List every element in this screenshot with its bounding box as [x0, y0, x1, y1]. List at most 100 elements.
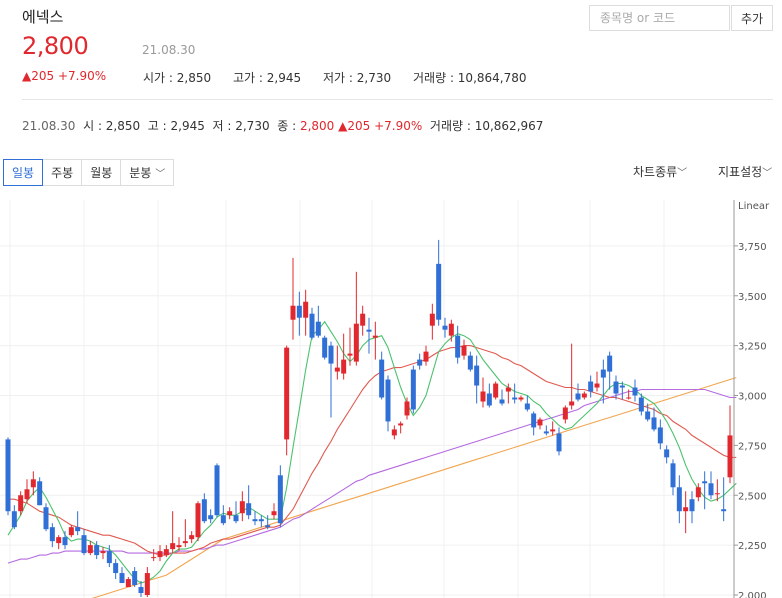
indicator-settings-label: 지표설정 [718, 165, 763, 179]
candle [417, 353, 423, 370]
candle-body [626, 397, 632, 399]
axis-tick-label: 3,000 [738, 392, 767, 403]
high-value: 2,945 [266, 71, 302, 85]
candle [201, 493, 207, 524]
candle [569, 343, 575, 410]
candle-body [125, 579, 131, 588]
indicator-settings-menu[interactable]: 지표설정﹀ [718, 163, 772, 180]
candle-body [157, 551, 163, 558]
candle [657, 419, 663, 450]
candle [303, 289, 309, 336]
candle-body [94, 545, 100, 556]
ma20-line [8, 345, 737, 556]
candle-body [138, 587, 144, 594]
candle-body [322, 337, 328, 358]
candle [683, 491, 689, 534]
candle [575, 383, 581, 402]
candle [537, 417, 543, 430]
candle-body [550, 429, 556, 432]
candle [385, 375, 391, 432]
add-stock-button[interactable]: 추가 [731, 5, 773, 31]
candle [607, 351, 613, 390]
candle [106, 545, 112, 568]
candle [176, 537, 182, 552]
candle-body [239, 501, 245, 514]
candle-body [664, 449, 670, 458]
candle-body [11, 511, 17, 528]
candle-body [619, 385, 625, 388]
candle-body [258, 519, 264, 522]
candle-body [632, 387, 638, 396]
axis-tick-label: 3,250 [738, 342, 767, 353]
candle-body [480, 391, 486, 402]
tab-daily[interactable]: 일봉 [3, 159, 44, 186]
candle [37, 477, 43, 506]
candle [550, 421, 556, 436]
candle-body [290, 305, 296, 320]
candle-body [455, 335, 461, 358]
candle [638, 393, 644, 416]
candle [284, 345, 290, 456]
candle [670, 459, 676, 496]
candle-body [328, 345, 334, 364]
candle-body [467, 355, 473, 370]
candle [398, 421, 404, 434]
candle [353, 271, 359, 366]
axis-tick-label: 3,750 [738, 242, 767, 253]
candle-body [176, 545, 182, 548]
candle-body [315, 321, 321, 336]
candle-body [284, 347, 290, 440]
volume-info: 거래량 : 10,864,780 [413, 71, 527, 85]
candle [132, 567, 138, 588]
candle-body [189, 535, 195, 540]
candle-body [144, 573, 150, 596]
candle [486, 383, 492, 408]
candle [721, 477, 727, 522]
candle [467, 351, 473, 372]
candle-body [303, 301, 309, 318]
candle-body [657, 427, 663, 444]
candle [404, 397, 410, 420]
candle-body [543, 431, 549, 434]
high-info: 고가 : 2,945 [233, 71, 302, 85]
high-label: 고가 [233, 71, 256, 85]
candle [347, 327, 353, 366]
tab-monthly[interactable]: 월봉 [81, 159, 122, 186]
candle-body [277, 475, 283, 524]
candle [626, 389, 632, 400]
chart-type-menu[interactable]: 차트종류﹀ [633, 163, 687, 180]
candle [68, 525, 74, 538]
summary-volume-label: 거래량 [429, 119, 464, 133]
candle-body [531, 413, 537, 428]
tab-minute[interactable]: 분봉 ﹀ [120, 159, 175, 186]
candle-body [265, 525, 271, 528]
candle [512, 383, 518, 404]
candle [442, 317, 448, 338]
candle [157, 545, 163, 562]
candle-body [423, 351, 429, 362]
candle [543, 425, 549, 436]
candle-body [562, 407, 568, 420]
candle-body [594, 383, 600, 388]
candle [531, 411, 537, 436]
candle-body [220, 515, 226, 524]
price-chart[interactable]: 3,750 3,500 3,250 3,000 2,750 2,500 2,250 2,000… [0, 200, 782, 598]
candle [144, 567, 150, 598]
price-axis: 3,750 3,500 3,250 3,000 2,750 2,500 2,250 2,000… [733, 200, 770, 598]
candle-body [474, 365, 480, 386]
candle [252, 511, 258, 526]
candle [524, 395, 530, 412]
candle-body [702, 481, 708, 484]
candle [423, 345, 429, 366]
candle [258, 515, 264, 528]
tab-weekly[interactable]: 주봉 [42, 159, 83, 186]
low-value: 2,730 [356, 71, 392, 85]
candle-body [512, 397, 518, 400]
stock-search-input[interactable] [590, 6, 729, 30]
candle-body [119, 573, 125, 584]
candle [322, 335, 328, 360]
candle-body [600, 369, 606, 378]
candle-body [214, 465, 220, 516]
summary-date: 21.08.30 [22, 119, 76, 133]
candle-body [645, 411, 651, 420]
